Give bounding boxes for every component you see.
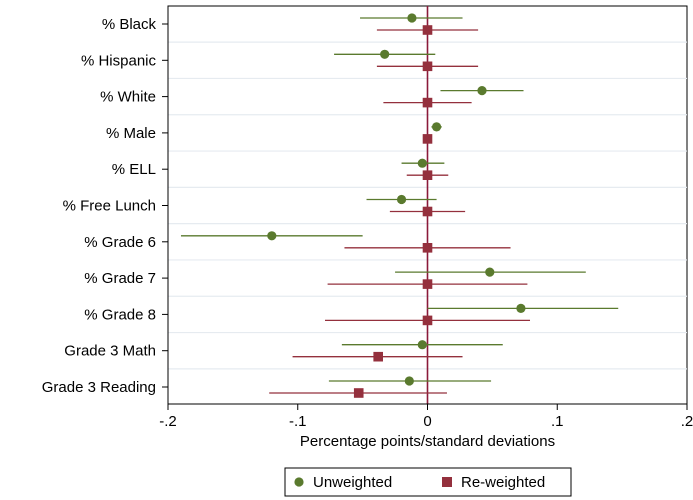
legend-label: Unweighted bbox=[313, 474, 392, 491]
point-marker bbox=[431, 122, 442, 132]
series-layer bbox=[180, 13, 619, 398]
y-tick-label: % White bbox=[100, 89, 156, 106]
point-marker bbox=[516, 303, 526, 313]
point-marker bbox=[485, 267, 495, 277]
point-marker bbox=[422, 243, 433, 253]
point-marker bbox=[477, 86, 487, 96]
point-marker bbox=[422, 206, 433, 217]
point-marker bbox=[422, 170, 433, 180]
y-axis: % Black % Hispanic % White % Male % ELL % Fre… bbox=[42, 6, 169, 404]
x-axis-title: Percentage points/standard deviations bbox=[300, 433, 555, 450]
y-tick-label: % Grade 8 bbox=[84, 306, 156, 323]
y-tick-label: % Hispanic bbox=[81, 52, 157, 69]
legend-marker bbox=[294, 477, 304, 487]
x-tick-label: 0 bbox=[423, 413, 431, 430]
y-tick-label: Grade 3 Reading bbox=[42, 379, 156, 396]
y-tick-label: % Grade 7 bbox=[84, 270, 156, 287]
point-marker bbox=[422, 61, 433, 72]
point-marker bbox=[373, 351, 383, 362]
x-tick-label: .2 bbox=[681, 413, 693, 430]
point-marker bbox=[353, 388, 364, 398]
point-marker bbox=[407, 13, 417, 23]
legend-label: Re-weighted bbox=[461, 474, 545, 491]
series-re-weighted bbox=[269, 25, 531, 398]
x-axis: -.2 -.1 0 .1 .2 bbox=[159, 403, 693, 430]
point-marker bbox=[396, 194, 407, 205]
point-marker bbox=[422, 25, 433, 35]
legend: Unweighted Re-weighted bbox=[284, 467, 572, 497]
y-tick-label: % ELL bbox=[112, 161, 156, 178]
point-marker bbox=[380, 49, 390, 59]
point-marker bbox=[267, 231, 277, 241]
x-tick-label: .1 bbox=[551, 413, 564, 430]
point-marker bbox=[404, 376, 414, 386]
point-marker bbox=[422, 279, 433, 289]
y-tick-label: % Grade 6 bbox=[84, 234, 156, 251]
point-marker bbox=[417, 158, 427, 168]
y-tick-label: % Free Lunch bbox=[63, 198, 156, 215]
y-tick-label: % Male bbox=[106, 125, 156, 142]
point-marker bbox=[422, 315, 433, 326]
series-unweighted bbox=[180, 13, 619, 386]
x-tick-label: -.1 bbox=[289, 413, 307, 430]
point-marker bbox=[422, 134, 433, 144]
point-marker bbox=[417, 340, 427, 350]
legend-box bbox=[284, 467, 572, 497]
y-tick-label: % Black bbox=[102, 16, 157, 33]
point-marker bbox=[422, 97, 433, 108]
x-tick-label: -.2 bbox=[159, 413, 177, 430]
y-tick-label: Grade 3 Math bbox=[64, 343, 156, 360]
legend-marker bbox=[442, 477, 452, 487]
